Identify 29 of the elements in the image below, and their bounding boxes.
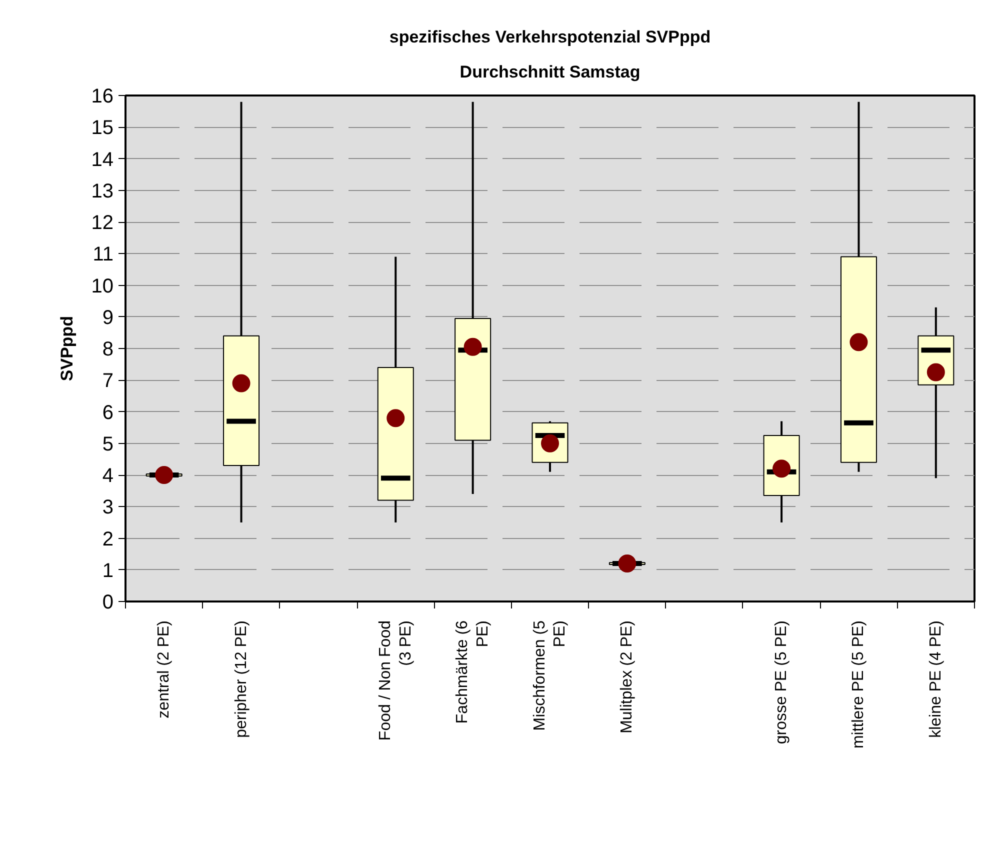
- y-tick-label: 14: [91, 148, 114, 171]
- y-tick-label: 9: [102, 306, 114, 329]
- y-tick-label: 16: [91, 86, 114, 108]
- y-tick-label: 0: [102, 592, 114, 614]
- x-tick-label: mittlere PE (5 PE): [850, 620, 868, 749]
- chart-title: spezifisches Verkehrspotenzial SVPppd: [389, 28, 711, 46]
- y-tick-label: 7: [102, 370, 114, 392]
- x-tick-label: kleine PE (4 PE): [927, 620, 944, 738]
- x-tick-label: Fachmärkte (6 PE): [454, 620, 492, 724]
- y-tick-label: 4: [102, 465, 114, 487]
- y-tick-label: 11: [92, 244, 114, 266]
- x-tick-label: zentral (2 PE): [156, 620, 173, 718]
- y-axis-title: SVPppd: [57, 316, 76, 382]
- chart-subtitle: Durchschnitt Samstag: [460, 62, 640, 82]
- y-tick-label: 13: [91, 180, 114, 202]
- y-tick-label: 10: [91, 275, 114, 298]
- y-tick-label: 3: [102, 496, 114, 519]
- x-tick-label: Mischformen (5 PE): [531, 620, 569, 731]
- y-tick-label: 2: [102, 528, 114, 550]
- x-tick-label: peripher (12 PE): [232, 620, 250, 738]
- y-tick-label: 12: [91, 212, 114, 234]
- x-tick-label: grosse PE (5 PE): [773, 620, 790, 744]
- y-tick-label: 5: [102, 433, 114, 456]
- y-tick-label: 15: [91, 117, 114, 140]
- x-tick-label: Mulitplex (2 PE): [618, 620, 636, 734]
- x-tick-label: Food / Non Food (3 PE): [376, 620, 414, 741]
- y-tick-label: 6: [102, 402, 114, 424]
- y-tick-label: 8: [102, 338, 114, 360]
- y-tick-label: 1: [102, 560, 114, 582]
